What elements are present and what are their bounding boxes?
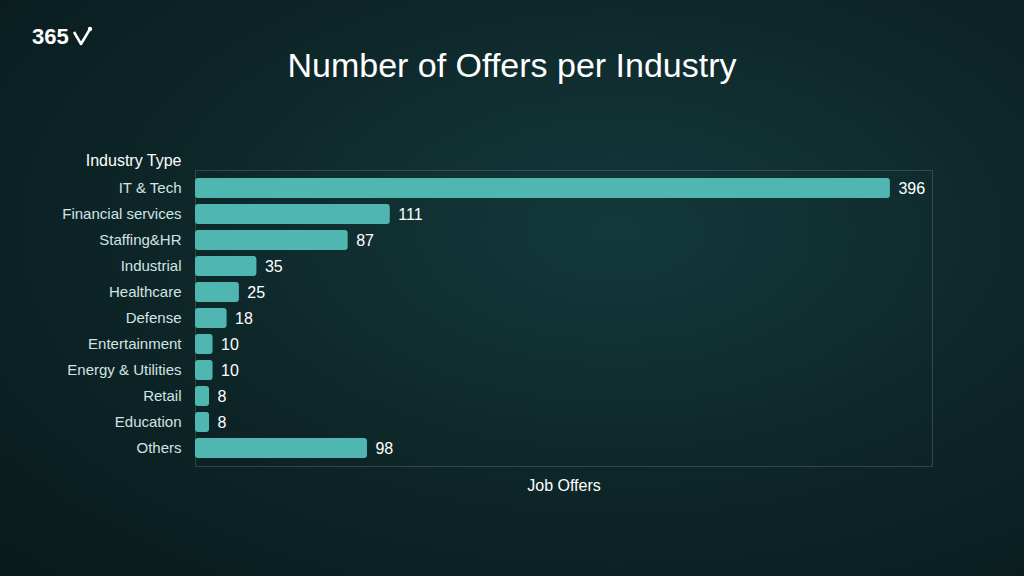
html-text:Number of Offers per Industry: Number of Offers per Industry	[287, 46, 737, 84]
svg-text:10: 10	[221, 362, 239, 379]
svg-text:25: 25	[247, 284, 265, 301]
svg-text:Retail: Retail	[143, 387, 181, 404]
svg-text:35: 35	[265, 258, 283, 275]
svg-text:Education: Education	[115, 413, 182, 430]
svg-text:10: 10	[221, 336, 239, 353]
svg-text:396: 396	[898, 180, 925, 197]
svg-text:Entertainment: Entertainment	[88, 335, 182, 352]
svg-text:Industry Type: Industry Type	[86, 152, 182, 169]
svg-text:8: 8	[218, 414, 227, 431]
svg-text:Staffing&HR: Staffing&HR	[99, 231, 181, 248]
svg-text:Healthcare: Healthcare	[109, 283, 182, 300]
svg-text:111: 111	[398, 206, 422, 223]
svg-text:98: 98	[375, 440, 393, 457]
svg-text:Job Offers: Job Offers	[527, 477, 601, 494]
svg-text:87: 87	[356, 232, 374, 249]
svg-text:IT & Tech: IT & Tech	[119, 179, 182, 196]
svg-text:Financial services: Financial services	[62, 205, 181, 222]
svg-text:18: 18	[235, 310, 253, 327]
html-text:365: 365	[32, 24, 69, 49]
svg-text:Energy & Utilities: Energy & Utilities	[67, 361, 181, 378]
svg-text:Others: Others	[136, 439, 181, 456]
svg-text:Industrial: Industrial	[121, 257, 182, 274]
svg-text:8: 8	[218, 388, 227, 405]
svg-text:Defense: Defense	[126, 309, 182, 326]
